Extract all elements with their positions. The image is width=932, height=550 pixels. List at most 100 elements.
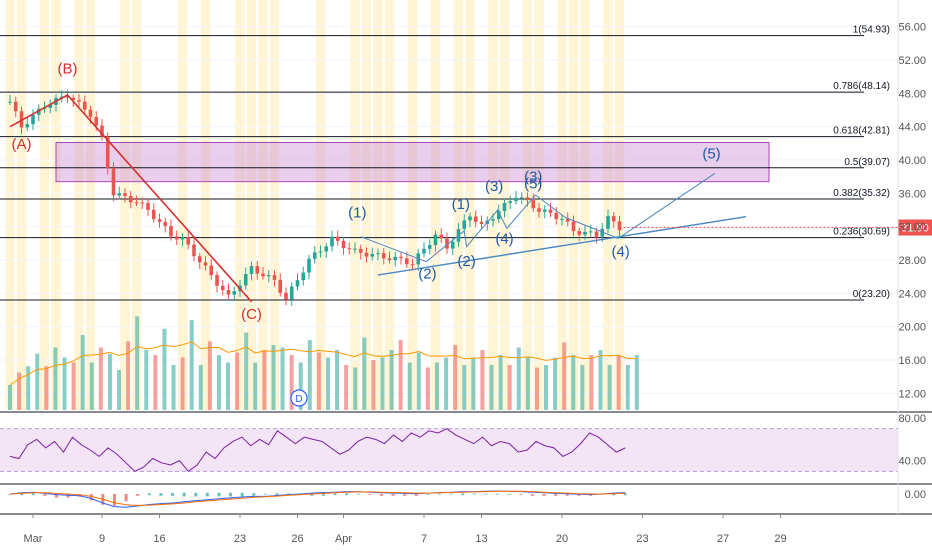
volume-bar <box>498 355 503 410</box>
volume-bar <box>525 357 530 410</box>
elliott-wave-lines <box>9 93 747 303</box>
candle-body <box>94 117 99 126</box>
macd-histogram-bar <box>124 494 128 502</box>
macd-histogram-bar <box>147 493 151 496</box>
candle-body <box>261 273 265 277</box>
volume-bar <box>398 340 403 410</box>
candle-body <box>508 201 513 203</box>
highlight-column <box>74 0 84 410</box>
macd-histogram-bar <box>112 494 116 506</box>
impulse-wave-label: (3) <box>485 178 503 195</box>
volume-bar <box>371 360 376 410</box>
volume-bar <box>362 337 367 410</box>
macd-histogram-bar <box>542 494 546 496</box>
candle-body <box>404 258 409 265</box>
abc-wave-label: (A) <box>12 136 32 153</box>
volume-bar <box>335 350 340 410</box>
volume-bar <box>453 345 458 410</box>
macd-histogram-bar <box>54 494 58 498</box>
impulse-wave-label: (3) <box>524 169 542 186</box>
highlight-column <box>258 0 268 410</box>
volume-bar <box>389 350 394 410</box>
price-tick-label: 20.00 <box>898 322 926 334</box>
x-tick-label: 23 <box>234 533 246 545</box>
candle-body <box>209 265 214 276</box>
candle-body <box>192 244 196 257</box>
macd-histogram-bar <box>194 492 198 497</box>
candle-body <box>341 240 346 249</box>
x-tick-label: 16 <box>153 533 165 545</box>
candle-body <box>560 218 564 220</box>
candle-body <box>347 248 352 250</box>
candle-body <box>13 101 18 112</box>
macd-histogram-bar <box>449 493 453 495</box>
volume-bar <box>407 362 412 410</box>
volume-bar <box>634 355 639 410</box>
volume-bar <box>425 367 430 410</box>
volume-bar <box>434 362 439 410</box>
highlight-column <box>120 0 130 410</box>
fib-zone <box>55 142 770 183</box>
macd-histogram-bar <box>612 493 616 496</box>
candle-body <box>163 221 168 227</box>
macd-histogram-bar <box>171 493 175 496</box>
price-tick-label: 52.00 <box>898 55 926 67</box>
candle-body <box>542 209 547 212</box>
volume-bar <box>98 347 103 410</box>
impulse-wave-label: (2) <box>418 265 436 282</box>
volume-bar <box>534 367 539 410</box>
candle-body <box>594 231 599 237</box>
candle-body <box>180 237 185 240</box>
candle-body <box>255 266 260 274</box>
candle-body <box>36 108 41 115</box>
candle-body <box>450 241 455 249</box>
candle-body <box>519 197 524 199</box>
volume-bar <box>71 362 76 410</box>
fib-label: 1(54.93) <box>853 25 890 36</box>
macd-histogram-bar <box>136 494 140 496</box>
impulse-wave-label: (4) <box>495 230 513 247</box>
candle-body <box>88 109 93 118</box>
macd-histogram-bar <box>577 494 581 496</box>
macd-histogram-bar <box>159 493 163 496</box>
candle-body <box>8 101 12 103</box>
volume-bar <box>271 345 276 410</box>
elliott-wave-labels: (A)(B)(C)(1)(2)(1)(2)(3)(4)(3)(5)(4)(5) <box>12 60 721 323</box>
candle-body <box>335 236 340 241</box>
volume-bar <box>126 341 131 410</box>
abc-wave-label: (B) <box>58 60 78 77</box>
macd-histogram-bar <box>379 494 383 496</box>
fib-label: 0(23.20) <box>853 289 890 300</box>
volume-bars: D <box>8 316 639 410</box>
volume-bar <box>17 372 22 410</box>
volume-bar <box>580 365 585 410</box>
volume-bar <box>516 347 521 410</box>
macd-histogram-bar <box>484 493 488 495</box>
macd-histogram-bar <box>89 494 93 501</box>
price-tick-label: 44.00 <box>898 122 926 134</box>
candle-body <box>128 195 133 203</box>
volume-bar <box>53 347 58 410</box>
candle-body <box>358 248 363 253</box>
candle-body <box>381 253 386 259</box>
candle-body <box>531 200 536 209</box>
support-trendline <box>377 215 747 276</box>
candle-body <box>65 96 70 98</box>
candle-body <box>249 266 254 275</box>
volume-bar <box>416 352 421 410</box>
price-tick-label: 32.00 <box>898 222 926 234</box>
volume-bar <box>144 350 149 410</box>
candle-body <box>25 124 30 128</box>
highlight-column <box>235 0 245 410</box>
fibonacci-levels: 1(54.93) 0.786(48.14) 0.618(42.81) 0.5(39.0… <box>0 25 890 301</box>
highlight-column <box>407 0 418 410</box>
macd-histogram-bar <box>414 494 418 496</box>
candle-body <box>243 274 248 286</box>
x-tick-label: 13 <box>475 533 487 545</box>
candle-body <box>433 234 438 245</box>
volume-bar <box>180 357 185 410</box>
x-tick-label: 26 <box>291 533 303 545</box>
highlight-column <box>580 0 590 410</box>
candle-body <box>399 256 403 259</box>
macd-histogram-bar <box>333 493 337 496</box>
